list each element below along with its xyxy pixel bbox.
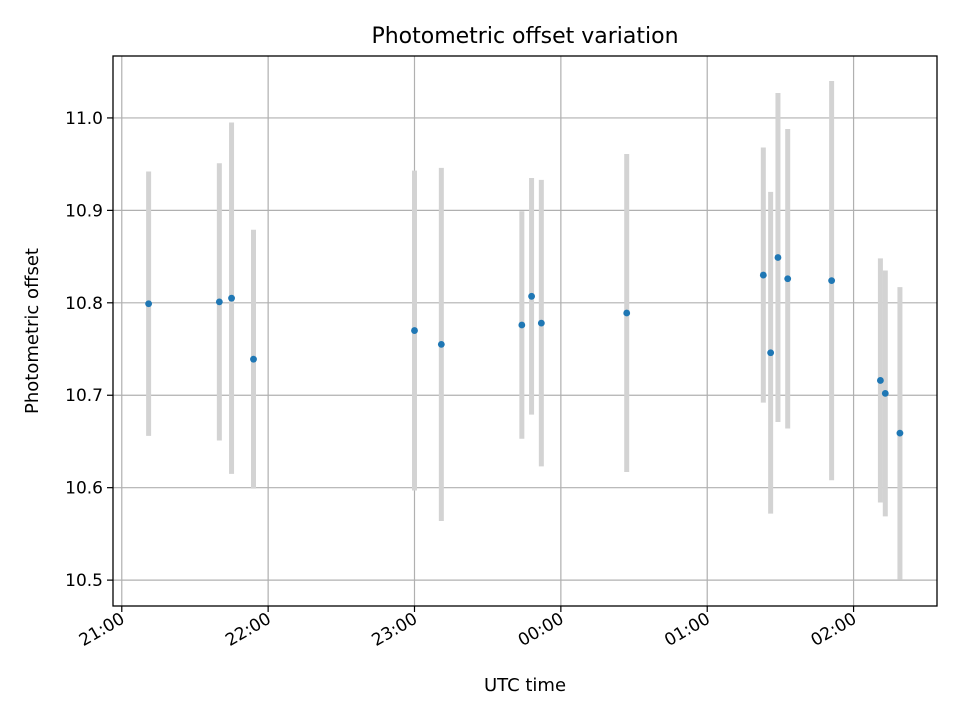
x-tick-label: 00:00	[515, 609, 567, 651]
data-point	[528, 292, 535, 300]
x-tick-label: 23:00	[369, 609, 421, 651]
x-tick-label: 22:00	[222, 609, 274, 651]
data-point	[896, 429, 904, 437]
data-point	[145, 300, 153, 308]
data-points	[145, 254, 904, 437]
y-tick-label: 10.9	[65, 201, 103, 221]
data-point	[767, 349, 775, 357]
x-tick-label: 01:00	[661, 609, 713, 651]
x-axis-label: UTC time	[484, 675, 566, 696]
data-point	[774, 254, 782, 261]
data-point	[437, 341, 445, 348]
y-tick-label: 10.5	[65, 571, 103, 591]
data-point	[877, 377, 884, 384]
data-point	[828, 277, 836, 285]
x-tick-label: 21:00	[76, 609, 128, 651]
error-bars	[146, 80, 903, 580]
data-point	[759, 271, 767, 279]
y-axis-label: Photometric offset	[22, 248, 43, 414]
data-point	[215, 298, 223, 306]
y-tick-label: 11.0	[65, 109, 103, 129]
data-point	[537, 319, 545, 327]
data-point	[881, 389, 889, 397]
y-tick-label: 10.7	[65, 386, 103, 406]
data-point	[518, 321, 526, 329]
data-point	[784, 275, 792, 283]
y-tick-label: 10.8	[65, 294, 103, 314]
grid	[113, 56, 937, 606]
data-point	[411, 327, 418, 334]
data-point	[250, 355, 257, 363]
axis-ticks: 21:00 22:00 23:00 00:00 01:00 02:00 10.5 10.6 10…	[65, 109, 860, 651]
plot-frame	[112, 55, 938, 607]
y-tick-label: 10.6	[65, 479, 103, 499]
x-tick-label: 02:00	[808, 609, 860, 651]
chart-title: Photometric offset variation	[371, 24, 678, 49]
data-point	[228, 294, 235, 302]
data-point	[623, 309, 631, 317]
